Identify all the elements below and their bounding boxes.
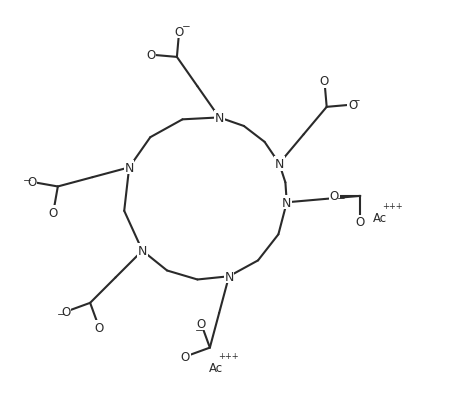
Text: −: − [23,176,32,186]
Text: +++: +++ [382,201,402,211]
Text: O: O [175,26,184,38]
Text: +++: +++ [218,352,239,360]
Text: O: O [320,75,329,88]
Text: O: O [196,317,206,330]
Text: N: N [224,270,234,283]
Text: N: N [282,196,292,209]
Text: N: N [138,245,147,257]
Text: −: − [352,95,361,105]
Text: O: O [356,216,365,229]
Text: O: O [181,350,190,363]
Text: O: O [348,99,357,112]
Text: −: − [337,193,346,203]
Text: O: O [94,321,103,334]
Text: Ac: Ac [373,212,387,225]
Text: −: − [182,22,191,32]
Text: Ac: Ac [209,361,223,374]
Text: O: O [146,49,156,62]
Text: O: O [61,306,70,318]
Text: N: N [214,111,224,125]
Text: N: N [282,196,292,209]
Text: N: N [224,270,234,283]
Text: O: O [330,190,339,203]
Text: O: O [49,206,58,219]
Text: −: − [195,326,203,336]
Text: O: O [28,176,37,189]
Text: N: N [124,162,134,174]
Text: N: N [138,245,147,257]
Text: N: N [274,158,284,170]
Text: N: N [274,158,284,170]
Text: N: N [124,162,134,174]
Text: N: N [214,111,224,125]
Text: −: − [56,309,65,319]
